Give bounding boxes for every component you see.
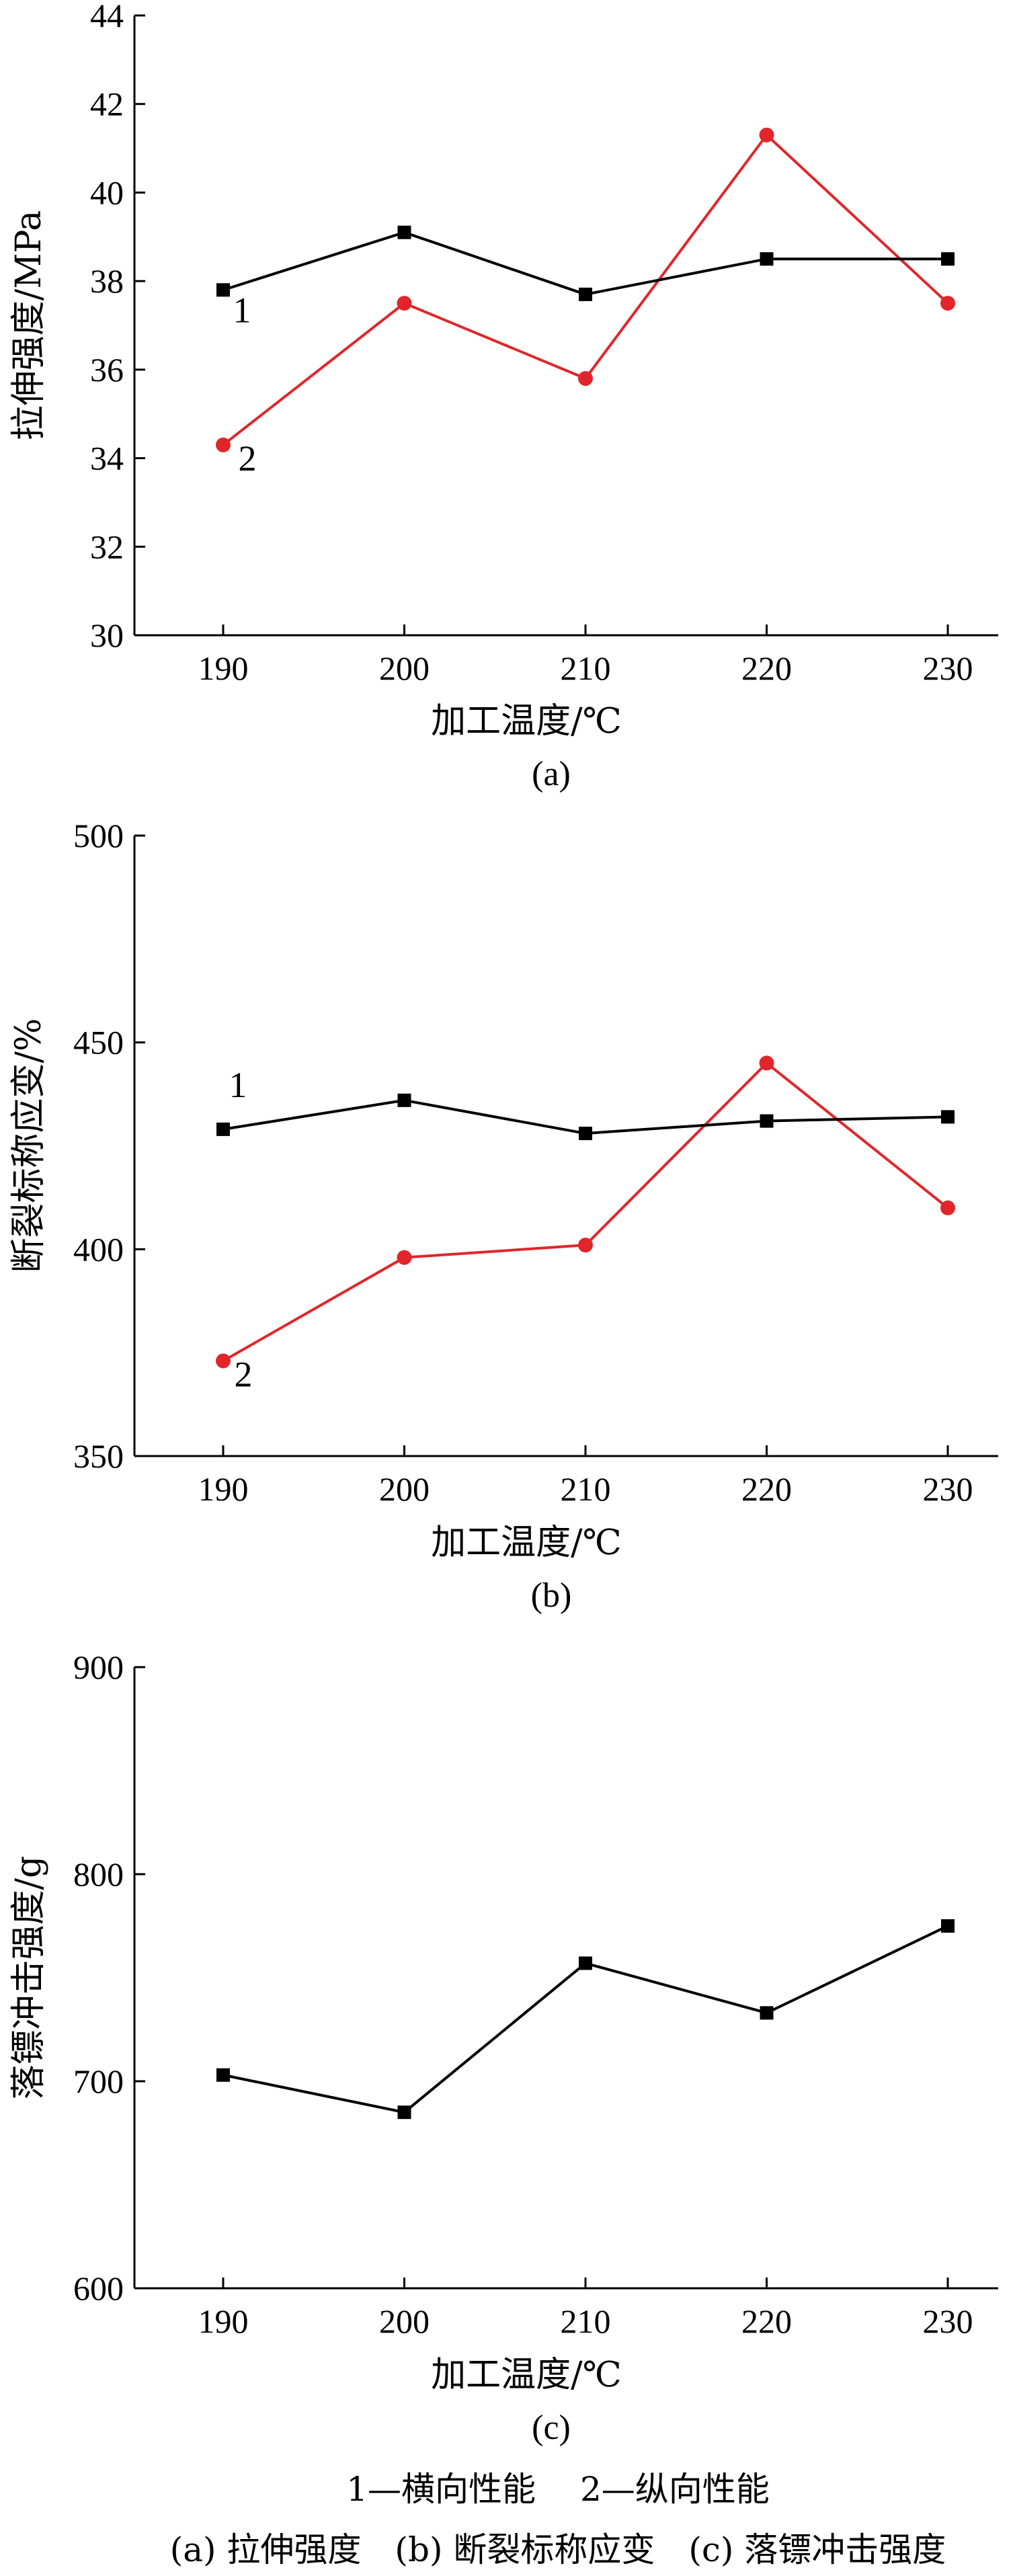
- data-point: [397, 2105, 411, 2120]
- data-point: [397, 296, 412, 311]
- data-point: [760, 2006, 774, 2020]
- x-tick-label: 200: [379, 649, 430, 687]
- y-tick-label: 32: [90, 528, 124, 565]
- data-point: [940, 296, 955, 311]
- series-tag-2: 2: [239, 438, 257, 479]
- data-point: [216, 283, 230, 297]
- figure-caption: (a) 拉伸强度 (b) 断裂标称应变 (c) 落镖冲击强度: [170, 2530, 946, 2569]
- data-point: [216, 1122, 230, 1136]
- data-point: [216, 2068, 230, 2082]
- y-tick-label: 500: [73, 817, 124, 854]
- x-tick-label: 220: [741, 649, 792, 687]
- data-point: [941, 1919, 955, 1933]
- x-tick-label: 230: [923, 649, 973, 687]
- y-tick-label: 36: [90, 351, 124, 389]
- panel-b-caption: (b): [531, 1576, 572, 1615]
- y-tick-label: 400: [73, 1230, 124, 1268]
- panel-b: 350 400 450 500 190 200 210 220 230 1 2 加工温度/℃ 断…: [9, 817, 998, 1615]
- y-tick-label: 600: [73, 2269, 124, 2307]
- y-tick-label: 38: [90, 262, 124, 300]
- y-axis-label: 落镖冲击强度/g: [9, 1856, 49, 2100]
- data-point: [941, 1110, 955, 1124]
- data-point: [760, 252, 774, 266]
- y-tick-label: 34: [90, 440, 124, 477]
- data-point: [578, 371, 593, 387]
- x-axis-label: 加工温度/℃: [431, 701, 622, 741]
- y-tick-label: 900: [73, 1648, 124, 1686]
- panel-a: 30 32 34 36 38 40 42 44 190 200 210 220 230 1 2 加工温度…: [9, 0, 998, 793]
- y-tick-label: 30: [90, 616, 124, 654]
- y-tick-label: 42: [90, 85, 124, 123]
- series-tag-1: 1: [229, 1065, 247, 1105]
- data-point: [579, 287, 592, 301]
- data-point: [759, 1055, 774, 1071]
- y-tick-label: 800: [73, 1855, 124, 1893]
- series-line-1: [222, 1925, 948, 2114]
- data-point: [216, 1353, 231, 1369]
- x-tick-label: 190: [198, 649, 249, 687]
- x-tick-label: 230: [923, 2302, 973, 2340]
- series-tag-2: 2: [235, 1354, 253, 1394]
- data-point: [759, 127, 774, 143]
- x-tick-label: 220: [741, 2302, 792, 2340]
- y-tick-label: 450: [73, 1024, 124, 1061]
- series-tag-1: 1: [233, 290, 251, 330]
- legend-caption: 1—横向性能 2—纵向性能: [346, 2470, 770, 2509]
- x-tick-label: 190: [198, 1470, 249, 1508]
- data-point: [578, 1238, 593, 1253]
- series-line-1: [222, 231, 948, 296]
- panel-c-caption: (c): [532, 2409, 571, 2447]
- y-tick-label: 350: [73, 1437, 124, 1475]
- x-tick-label: 210: [561, 1470, 611, 1508]
- data-point: [760, 1114, 774, 1128]
- x-tick-label: 210: [561, 649, 611, 687]
- x-tick-label: 230: [923, 1470, 973, 1508]
- x-tick-label: 210: [561, 2302, 611, 2340]
- data-point: [397, 1093, 411, 1107]
- x-tick-label: 190: [198, 2302, 249, 2340]
- y-tick-label: 700: [73, 2062, 124, 2100]
- x-axis-label: 加工温度/℃: [431, 1523, 622, 1563]
- data-point: [397, 1250, 412, 1265]
- data-point: [397, 225, 411, 239]
- y-axis-label: 拉伸强度/MPa: [9, 210, 49, 440]
- data-point: [940, 1200, 955, 1215]
- data-point: [941, 252, 955, 266]
- x-tick-label: 220: [741, 1470, 792, 1508]
- data-point: [216, 437, 231, 452]
- y-axis-label: 断裂标称应变/%: [9, 1018, 49, 1273]
- y-tick-label: 40: [90, 173, 124, 211]
- y-tick-label: 44: [90, 0, 124, 34]
- series-line-2: [222, 1061, 949, 1363]
- x-tick-label: 200: [379, 1470, 430, 1508]
- data-point: [579, 1127, 592, 1141]
- x-tick-label: 200: [379, 2302, 430, 2340]
- x-axis-label: 加工温度/℃: [431, 2355, 622, 2395]
- panel-c: 600 700 800 900 190 200 210 220 230 加工温度/℃ 落镖冲击…: [9, 1648, 998, 2447]
- panel-a-caption: (a): [532, 755, 571, 793]
- data-point: [579, 1956, 592, 1970]
